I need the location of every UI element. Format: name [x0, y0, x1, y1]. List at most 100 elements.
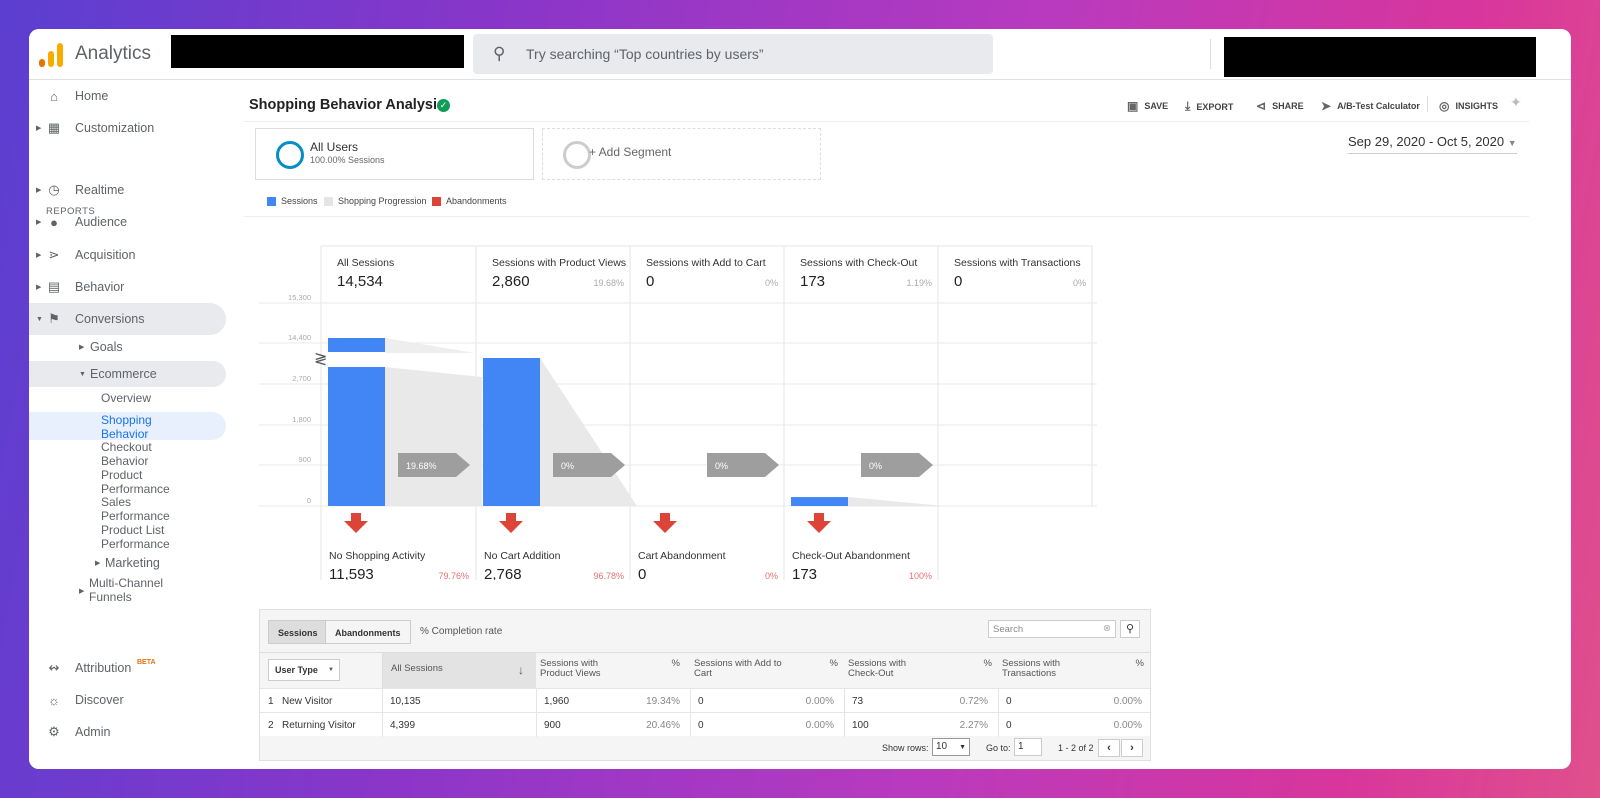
table-search-input[interactable]: Search ⊗ [988, 620, 1116, 638]
gear-icon: ⚙ [48, 724, 60, 739]
tab-sessions[interactable]: Sessions [268, 620, 328, 644]
nav-marketing[interactable]: ▶ Marketing [29, 550, 229, 576]
download-icon: ⤓ [1185, 99, 1191, 113]
nav-multi-channel-funnels[interactable]: ▶ Multi-Channel Funnels [79, 576, 164, 604]
legend-swatch [324, 196, 333, 206]
search-icon[interactable]: ⚲ [1120, 620, 1140, 638]
show-rows-select[interactable]: 10 ▼ [932, 738, 970, 756]
stage-label: All Sessions [337, 257, 394, 269]
nav-goals[interactable]: ▶ Goals [29, 333, 229, 361]
account-selector-redacted[interactable] [171, 35, 464, 68]
table-cell: 19.34% [646, 696, 680, 707]
stage-value: 173 [800, 273, 825, 290]
ab-test-calculator-button[interactable]: ➤ A/B-Test Calculator [1321, 99, 1420, 113]
button-label: SAVE [1144, 101, 1169, 111]
table-cell: 4,399 [390, 720, 416, 731]
add-segment-button[interactable]: + Add Segment [542, 128, 821, 180]
behavior-icon: ▤ [47, 279, 61, 294]
show-rows-label: Show rows: [882, 743, 929, 753]
segment-ring-icon [276, 141, 304, 169]
save-button[interactable]: ▣ SAVE [1127, 99, 1168, 113]
column-header[interactable]: All Sessions [382, 653, 536, 688]
abandonment-value: 0 [638, 566, 646, 580]
next-page-button[interactable]: › [1121, 739, 1143, 757]
selected-item-bg [29, 412, 226, 440]
account-area-redacted[interactable] [1224, 37, 1536, 77]
date-range-picker[interactable]: Sep 29, 2020 - Oct 5, 2020 ▼ [1348, 134, 1517, 154]
nav-ecommerce[interactable]: ▼ Ecommerce [29, 361, 226, 387]
reports-header: REPORTS [46, 206, 96, 217]
column-header: % [671, 658, 680, 669]
caret-down-icon: ▼ [36, 315, 43, 323]
export-button[interactable]: ⤓ EXPORT [1185, 99, 1233, 114]
user-type-link[interactable]: Returning Visitor [282, 720, 356, 731]
nav-acquisition[interactable]: ▶ ⋗ Acquisition [29, 239, 229, 271]
nav-realtime[interactable]: ▶ ◷ Realtime [29, 174, 229, 206]
table-cell: 0.00% [805, 720, 834, 731]
nav-label: Performance [101, 536, 170, 551]
nav-label: Ecommerce [90, 367, 157, 381]
nav-admin[interactable]: ⚙ Admin [29, 716, 229, 748]
legend-label: Sessions [281, 196, 318, 206]
user-type-link[interactable]: New Visitor [282, 696, 333, 707]
nav-discover[interactable]: ☼ Discover [29, 684, 229, 716]
abandonment-label: Check-Out Abandonment [792, 550, 910, 562]
column-divider [690, 713, 691, 737]
nav-home[interactable]: ⌂ Home [29, 80, 229, 112]
session-bar-top [328, 338, 385, 352]
home-icon: ⌂ [50, 88, 58, 104]
table-cell: 0.00% [805, 696, 834, 707]
analytics-logo-icon[interactable] [39, 41, 65, 67]
legend-progression: Shopping Progression [324, 196, 427, 206]
column-header[interactable]: User Type [268, 659, 340, 681]
nav-label: Multi-Channel [89, 576, 164, 590]
column-divider [536, 713, 537, 737]
column-header: Sessions with Transactions [1002, 658, 1061, 679]
completion-rate-link[interactable]: % Completion rate [420, 626, 503, 637]
caret-right-icon: ▶ [36, 219, 42, 226]
nav-product-list-performance[interactable]: Product List Performance [101, 523, 170, 551]
sort-descending-icon[interactable]: ↓ [518, 663, 524, 677]
stage-pct: 0% [765, 278, 778, 288]
y-tick-label: 14,400 [288, 333, 311, 342]
nav-checkout-behavior[interactable]: Checkout Behavior [101, 440, 152, 468]
stage-value: 14,534 [337, 273, 383, 290]
table-cell: 0 [698, 696, 704, 707]
nav-overview[interactable]: Overview [101, 391, 152, 405]
nav-sales-performance[interactable]: Sales Performance [101, 495, 170, 523]
nav-shopping-behavior[interactable]: Shopping Behavior [101, 413, 152, 441]
abandonment-arrow-icon [344, 513, 368, 533]
y-tick-label: 0 [307, 496, 311, 505]
tab-abandonments[interactable]: Abandonments [325, 620, 411, 644]
search-icon: ⚲ [493, 44, 506, 63]
abandonment-value: 2,768 [484, 566, 522, 580]
caret-down-icon: ▼ [79, 370, 86, 378]
search-bar[interactable]: ⚲ Try searching “Top countries by users” [473, 34, 993, 74]
abandonment-arrow-icon [499, 513, 523, 533]
progression-arrow [398, 453, 470, 477]
insights-button[interactable]: ◎ INSIGHTS [1439, 99, 1498, 113]
sidebar: ⌂ Home ▶ ▦ Customization REPORTS ▶ ◷ Realtime… [29, 80, 244, 769]
stage-pct: 0% [1073, 278, 1086, 288]
nav-label: Shopping [101, 413, 152, 427]
nav-attribution[interactable]: ↭ Attribution BETA [29, 652, 229, 684]
goto-input[interactable]: 1 [1014, 738, 1042, 756]
stage-label: Sessions with Product Views [492, 257, 626, 269]
add-segment-label: + Add Segment [589, 145, 672, 159]
segment-all-users[interactable]: All Users 100.00% Sessions [255, 128, 534, 180]
share-button[interactable]: ⊲ SHARE [1256, 99, 1304, 113]
nav-customization[interactable]: ▶ ▦ Customization [29, 112, 229, 144]
caret-right-icon: ▶ [36, 252, 42, 259]
y-tick-label: 1,800 [292, 415, 311, 424]
pin-icon[interactable]: ✦ [1510, 94, 1522, 110]
prev-page-button[interactable]: ‹ [1098, 739, 1120, 757]
nav-behavior[interactable]: ▶ ▤ Behavior [29, 271, 229, 303]
nav-product-performance[interactable]: Product Performance [101, 468, 170, 496]
nav-audience[interactable]: ▶ ● Audience [29, 206, 229, 238]
y-tick-label: 15,300 [288, 293, 311, 302]
nav-conversions[interactable]: ▼ ⚑ Conversions [29, 303, 226, 335]
clear-icon[interactable]: ⊗ [1103, 623, 1111, 634]
table-cell: 2 [268, 720, 274, 731]
segment-ring-icon [563, 141, 591, 169]
pagination-range: 1 - 2 of 2 [1058, 743, 1094, 753]
